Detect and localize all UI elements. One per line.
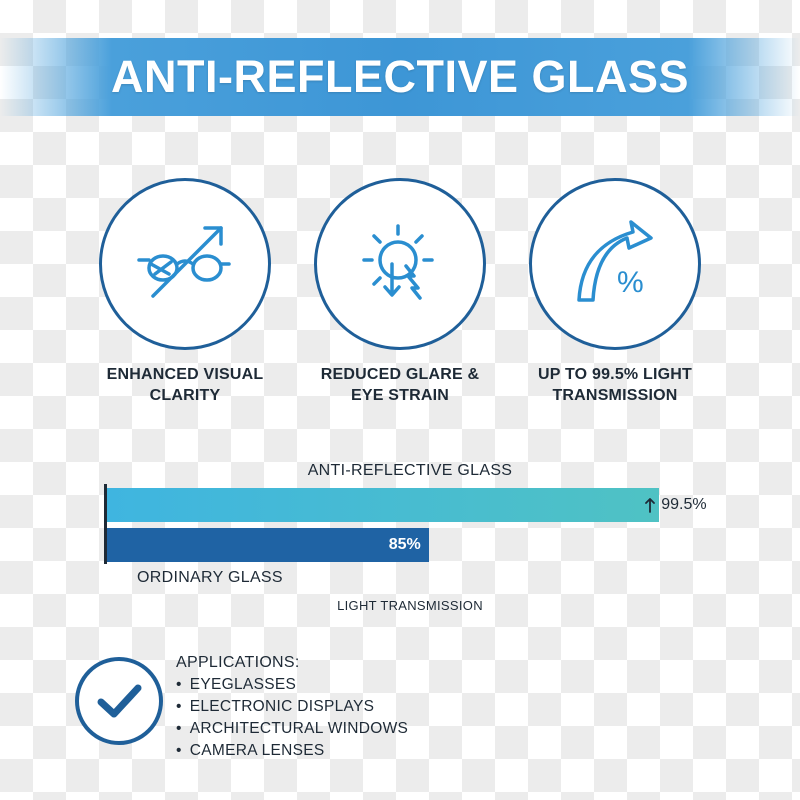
- chart-axis-line: [104, 484, 107, 564]
- list-item: ELECTRONIC DISPLAYS: [176, 696, 408, 718]
- bar-value-label: 99.5%: [661, 496, 707, 513]
- feature-visual-clarity: ENHANCED VISUAL CLARITY: [95, 178, 275, 406]
- svg-text:%: %: [617, 266, 644, 299]
- feature-circle: %: [529, 178, 701, 350]
- arrow-up-icon: [645, 498, 656, 513]
- bar-ordinary: 85%: [107, 528, 429, 562]
- applications-title: APPLICATIONS:: [176, 654, 300, 671]
- checkmark-icon: [97, 684, 142, 718]
- feature-label: UP TO 99.5% LIGHT TRANSMISSION: [538, 366, 692, 404]
- glasses-arrow-icon: [137, 226, 231, 298]
- applications-section: APPLICATIONS: EYEGLASSES ELECTRONIC DISP…: [176, 654, 408, 762]
- chart-category-label-ordinary: ORDINARY GLASS: [137, 569, 283, 586]
- list-item: EYEGLASSES: [176, 674, 408, 696]
- list-item: ARCHITECTURAL WINDOWS: [176, 718, 408, 740]
- title-banner: ANTI-REFLECTIVE GLASS: [0, 38, 800, 116]
- checkmark-badge: [75, 657, 163, 745]
- bar-anti-reflective: [107, 488, 660, 522]
- feature-light-transmission: % UP TO 99.5% LIGHT TRANSMISSION: [525, 178, 705, 406]
- sun-glare-arrow-icon: [362, 224, 434, 300]
- feature-reduced-glare: REDUCED GLARE & EYE STRAIN: [310, 178, 490, 406]
- feature-circle: [314, 178, 486, 350]
- percent-arrow-icon: %: [577, 220, 653, 302]
- feature-label: ENHANCED VISUAL CLARITY: [106, 366, 264, 404]
- bar-value-anti-reflective: 99.5%: [645, 496, 707, 514]
- bar-value-ordinary: 85%: [388, 536, 421, 553]
- applications-list: EYEGLASSES ELECTRONIC DISPLAYS ARCHITECT…: [176, 674, 408, 762]
- feature-circle: [99, 178, 271, 350]
- chart-category-label-ar: ANTI-REFLECTIVE GLASS: [307, 462, 513, 479]
- page-title: ANTI-REFLECTIVE GLASS: [110, 51, 689, 102]
- list-item: CAMERA LENSES: [176, 740, 408, 762]
- feature-label: REDUCED GLARE & EYE STRAIN: [320, 366, 480, 404]
- chart-x-axis-label: LIGHT TRANSMISSION: [337, 598, 483, 613]
